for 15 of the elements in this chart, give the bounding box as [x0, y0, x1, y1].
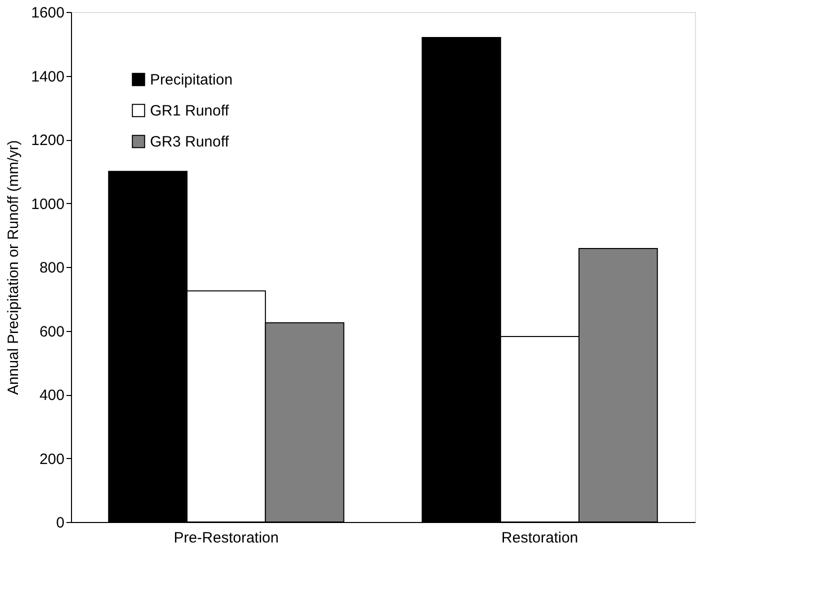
y-axis-title: Annual Precipitation or Runoff (mm/yr): [5, 140, 22, 395]
y-tick-label: 1000: [31, 196, 64, 213]
y-tick-label: 800: [39, 260, 64, 276]
x-tick-label: Pre-Restoration: [174, 530, 279, 546]
x-tick-label: Restoration: [501, 530, 578, 546]
y-tick-label: 600: [39, 323, 64, 340]
y-tick-label: 1600: [31, 4, 64, 22]
legend-label: GR3 Runoff: [150, 134, 230, 150]
legend-label: GR1 Runoff: [150, 102, 230, 120]
y-tick-label: 400: [39, 387, 64, 404]
y-tick-label: 1400: [31, 68, 64, 86]
y-tick-label: 1200: [31, 132, 64, 149]
legend-label: Precipitation: [150, 72, 233, 88]
y-tick-label: 200: [39, 450, 64, 468]
y-tick-label: 0: [56, 514, 64, 532]
